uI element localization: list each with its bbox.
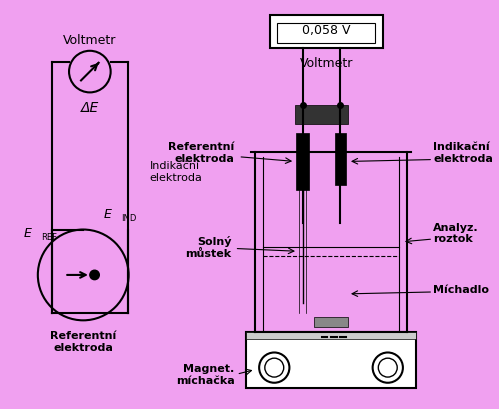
Circle shape [373,353,403,383]
Text: Indikační
elektroda: Indikační elektroda [149,161,202,182]
Circle shape [378,358,397,377]
Text: REF: REF [40,232,57,241]
Text: Analyz.
roztok: Analyz. roztok [433,222,479,244]
Text: E: E [104,207,112,220]
Text: Magnet.
míchačka: Magnet. míchačka [176,364,235,385]
Text: Míchadlo: Míchadlo [433,284,489,294]
Text: Solný
můstek: Solný můstek [186,236,232,258]
Bar [314,318,348,327]
Bar [246,332,416,339]
Text: Voltmetr: Voltmetr [299,56,353,70]
Text: ΔE: ΔE [81,100,99,114]
Text: Voltmetr: Voltmetr [63,34,117,47]
Circle shape [265,358,284,377]
Text: 0,058 V: 0,058 V [302,24,350,37]
Bar [246,332,416,389]
Bar [296,134,309,190]
Bar [277,24,375,44]
Bar [295,106,348,124]
Text: IND: IND [121,213,136,222]
Text: E: E [23,226,31,239]
Text: Indikační
elektroda: Indikační elektroda [433,142,493,163]
Text: Referentní
elektroda: Referentní elektroda [168,142,235,163]
Text: Referentní
elektroda: Referentní elektroda [50,330,116,352]
Bar [269,16,383,49]
Bar [335,134,346,186]
Circle shape [259,353,289,383]
Circle shape [90,270,99,280]
